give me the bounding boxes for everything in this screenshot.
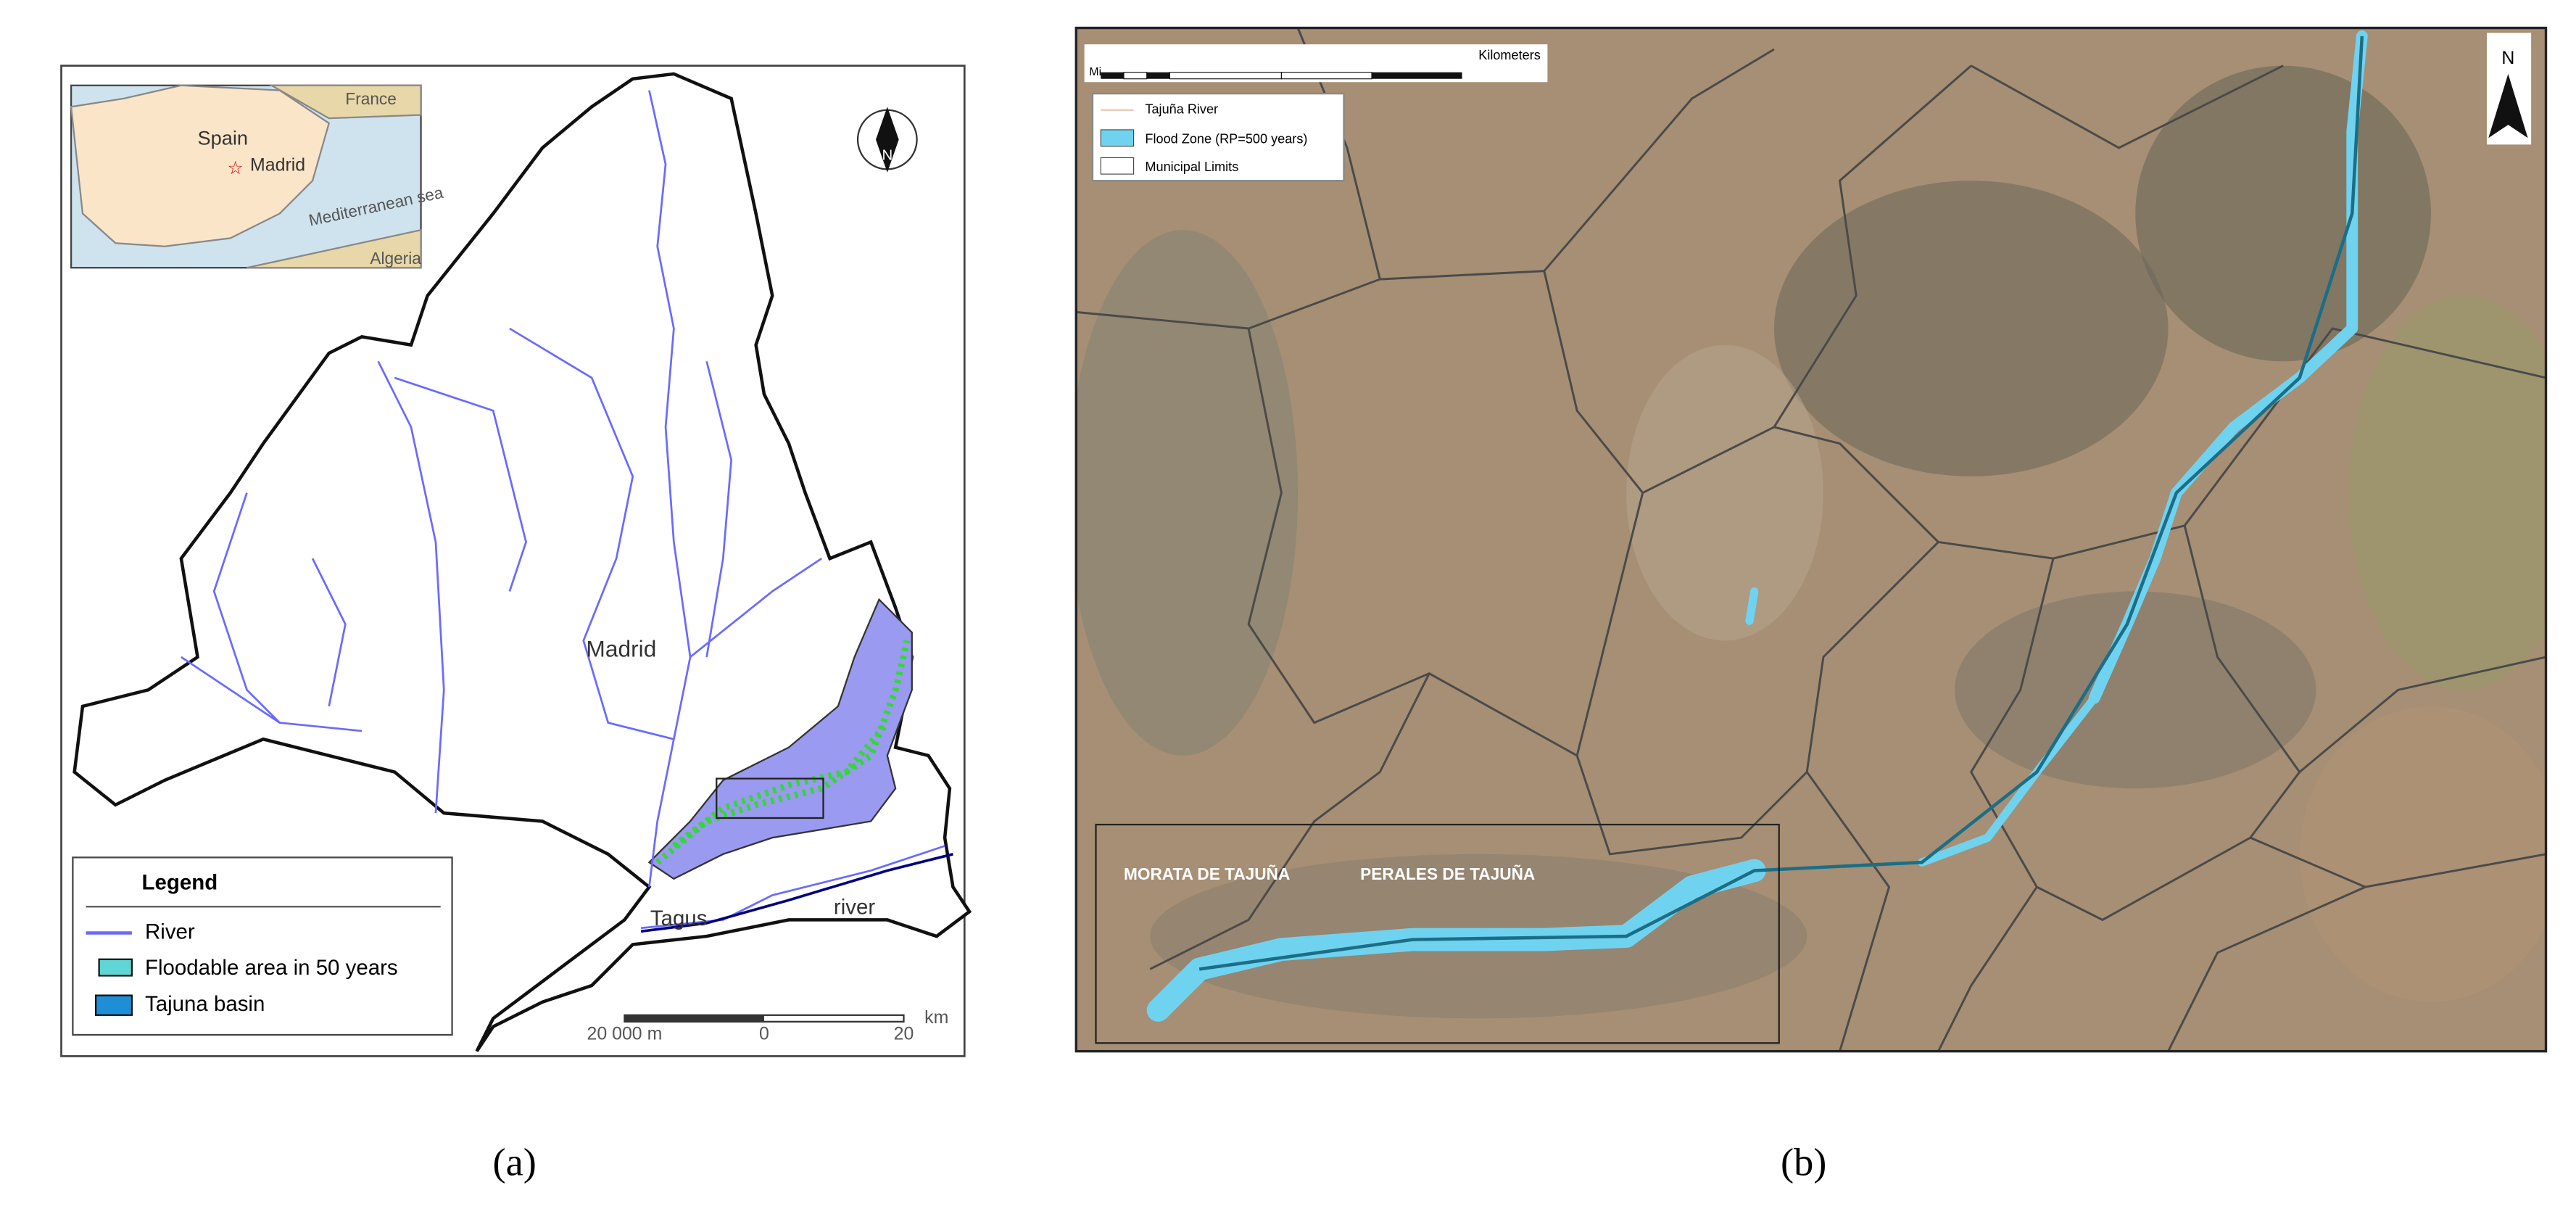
north-arrow — [875, 107, 899, 173]
caption: (b) — [1781, 1141, 1826, 1184]
detail-box — [716, 777, 824, 819]
inset-label: France — [345, 89, 396, 108]
map-label: Madrid — [586, 635, 656, 661]
inset-france — [268, 84, 422, 120]
tajuna-basin — [647, 598, 913, 880]
main-river — [640, 853, 953, 933]
north-label: N — [2501, 48, 2514, 68]
panel-b: Mi Kilometers Tajuña River Flood Zone (R… — [1074, 26, 2548, 1184]
district-label: MORATA DE TAJUÑA — [1124, 864, 1290, 883]
floodable-area — [655, 640, 911, 865]
legend-item: Floodable area in 50 years — [145, 956, 398, 980]
scale-label: Kilometers — [1478, 48, 1541, 62]
legend-item: Municipal Limits — [1145, 160, 1238, 174]
north-label: N — [882, 148, 893, 164]
detail-box — [1095, 823, 1780, 1044]
scale-label: 20 000 m — [587, 1024, 662, 1044]
legend — [72, 856, 453, 1036]
rivers — [181, 90, 945, 930]
inset-spain — [70, 84, 331, 247]
legend-item: Flood Zone (RP=500 years) — [1145, 131, 1307, 146]
scale-label: Mi — [1089, 66, 1101, 78]
legend-swatch — [1100, 157, 1135, 175]
legend-swatch — [1100, 129, 1135, 147]
inset-algeria — [247, 228, 422, 269]
scale-bar — [624, 1015, 764, 1022]
scale-bar — [1101, 72, 1462, 80]
inset-label: Spain — [198, 127, 249, 149]
north-arrow — [2488, 73, 2528, 139]
tajuna-river — [1198, 36, 2364, 971]
map-label: Tagus — [650, 906, 708, 930]
scale-label: km — [924, 1007, 948, 1028]
scale-label: 20 — [894, 1024, 914, 1044]
legend-item: Tajuna basin — [145, 992, 265, 1016]
legend — [1091, 92, 1345, 182]
legend-title: Legend — [142, 870, 218, 894]
legend-swatch — [98, 958, 133, 977]
legend-item: River — [145, 920, 195, 943]
scale-label: 0 — [759, 1024, 769, 1044]
inset-star: ☆ — [227, 158, 243, 178]
map-frame — [1074, 26, 2548, 1053]
panel-a: Spain France Madrid ☆ Mediterranean sea … — [60, 65, 972, 1184]
caption: (a) — [493, 1141, 537, 1184]
inset-label: Madrid — [250, 154, 305, 175]
district-label: PERALES DE TAJUÑA — [1360, 864, 1535, 883]
inset-label: Algeria — [370, 249, 421, 268]
legend-swatch — [94, 994, 133, 1016]
map-label: river — [834, 895, 875, 919]
legend-item: Tajuña River — [1145, 102, 1218, 117]
